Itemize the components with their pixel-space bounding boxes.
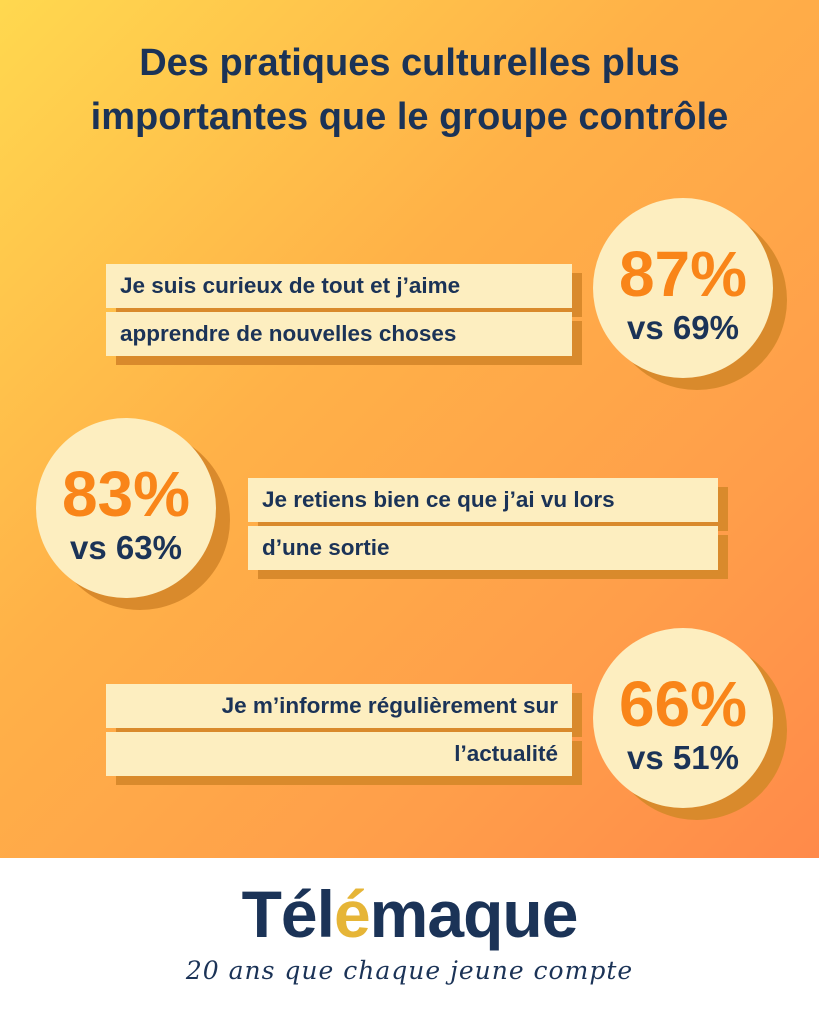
stat-1-circle: 87% vs 69% [593,198,787,390]
stat-3-text-line-2: l’actualité [454,741,558,766]
stat-3-percent: 66% [618,668,748,740]
title-line-1: Des pratiques culturelles plus [139,42,680,84]
stat-1-line-1: Je suis curieux de tout et j’aime [106,264,582,317]
stat-2-line-1: Je retiens bien ce que j’ai vu lors [248,478,728,531]
stat-1-text-line-2: apprendre de nouvelles choses [120,321,457,346]
footer: Télémaque 20 ans que chaque jeune compte [0,858,819,1024]
stat-1-text-line-1: Je suis curieux de tout et j’aime [120,273,461,298]
stat-3-line-1: Je m’informe régulièrement sur [106,684,582,737]
stat-3-comparison: vs 51% [627,739,739,776]
logo-accent-letter: é [333,877,371,951]
stat-1-line-2: apprendre de nouvelles choses [106,312,582,365]
stat-1-comparison: vs 69% [627,309,739,346]
infographic-panel: Des pratiques culturelles plus important… [0,0,819,858]
logo-text-end: maque [369,877,579,951]
stat-2-text-line-2: d’une sortie [262,535,390,560]
stat-3-text-line-1: Je m’informe régulièrement sur [221,693,558,718]
stat-2-line-2: d’une sortie [248,526,728,579]
telemaque-logo: Télémaque [0,878,819,950]
stat-3-line-2: l’actualité [106,732,582,785]
stat-2-comparison: vs 63% [70,529,182,566]
stat-2-text-line-1: Je retiens bien ce que j’ai vu lors [262,487,615,512]
logo-text-start: Tél [241,877,335,951]
title-line-2: importantes que le groupe contrôle [90,96,729,138]
stat-3-circle: 66% vs 51% [593,628,787,820]
stat-2-percent: 83% [61,458,191,530]
page-title: Des pratiques culturelles plus important… [0,36,819,144]
stat-2-circle: 83% vs 63% [36,418,230,610]
stat-1-percent: 87% [618,238,748,310]
brand-tagline: 20 ans que chaque jeune compte [185,956,634,985]
